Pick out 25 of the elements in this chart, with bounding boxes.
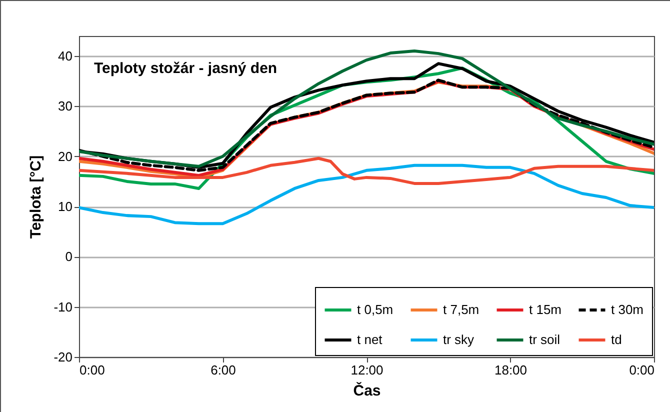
- legend-label: tr sky: [443, 332, 475, 347]
- y-tick-label: -10: [54, 299, 72, 314]
- text: Teploty stožár - jasný den: [94, 60, 278, 77]
- y-tick-label: 40: [58, 48, 72, 64]
- y-tick-label: 0: [65, 249, 72, 264]
- y-axis-title: Teplota [°C]: [28, 155, 45, 239]
- legend-label: t 15m: [529, 302, 562, 317]
- legend-label: t 7,5m: [443, 302, 480, 317]
- x-tick-label: 12:00: [350, 362, 384, 378]
- legend-label: t 0,5m: [357, 302, 394, 317]
- y-tick-label: 10: [58, 199, 72, 214]
- line-series: [79, 164, 654, 226]
- legend-label: td: [611, 332, 622, 347]
- legend-label: t 30m: [611, 302, 644, 317]
- y-tick-label: 30: [58, 98, 72, 114]
- y-tick-label: -20: [54, 350, 72, 364]
- legend-label: t net: [357, 332, 383, 347]
- x-tick-label: 18:00: [494, 362, 528, 378]
- x-tick-label: 6:00: [210, 362, 236, 378]
- x-tick-label: 0:00: [80, 362, 105, 378]
- line-series: [79, 156, 654, 185]
- x-axis-title: Čas: [353, 382, 381, 400]
- x-tick-label: 0:00: [629, 362, 654, 378]
- y-tick-label: 20: [58, 148, 72, 164]
- legend-label: tr soil: [529, 332, 560, 347]
